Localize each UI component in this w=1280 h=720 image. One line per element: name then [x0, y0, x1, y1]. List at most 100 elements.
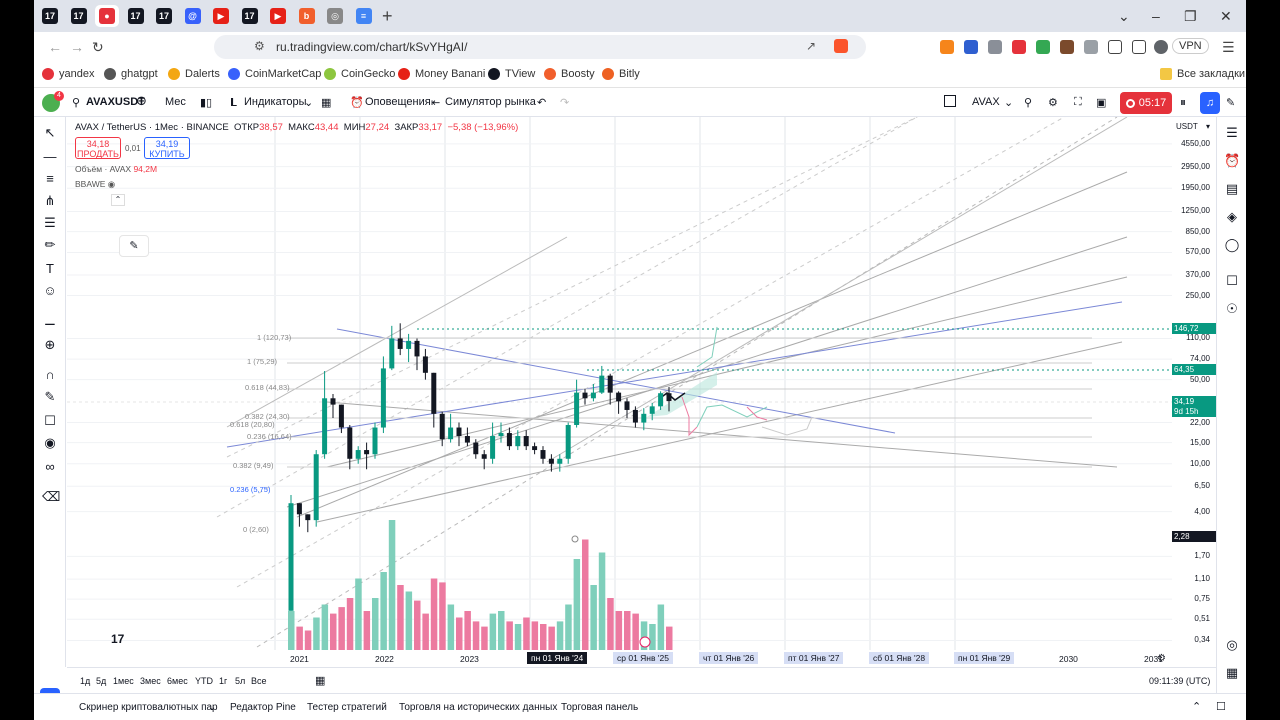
layouts-icon[interactable]: ▦	[321, 97, 332, 109]
bookmark-dalerts[interactable]: Dalerts	[168, 68, 220, 80]
link-icon[interactable]: ∞	[45, 459, 55, 474]
channel-icon[interactable]: ≡	[46, 171, 54, 186]
currency-label[interactable]: USDT	[1176, 122, 1198, 131]
clock[interactable]: 09:11:39 (UTC)	[1149, 676, 1211, 686]
browser-tab[interactable]: ●	[95, 5, 119, 27]
layout-toggle-icon[interactable]	[944, 95, 956, 107]
browser-tab[interactable]: 17	[238, 5, 262, 27]
compare-add-icon[interactable]: ⊕	[136, 93, 147, 108]
range-button[interactable]: 1д	[80, 676, 91, 686]
browser-tab[interactable]: ▶	[209, 5, 233, 27]
maximize-panel-icon[interactable]: ⌃	[1192, 701, 1202, 713]
browser-tab[interactable]: 17	[38, 5, 62, 27]
range-button[interactable]: 1мес	[113, 676, 134, 686]
site-settings-icon[interactable]: ⚙	[254, 39, 265, 53]
details-icon[interactable]: ▤	[1225, 181, 1239, 196]
minimize-button[interactable]: –	[1152, 8, 1160, 24]
volume-legend[interactable]: Объём · AVAX 94,2M	[75, 164, 157, 174]
compare-chevron-icon[interactable]: ⌄	[1004, 97, 1014, 109]
browser-tab[interactable]: 17	[124, 5, 148, 27]
close-window-button[interactable]: ✕	[1220, 8, 1232, 24]
bookmark-boosty[interactable]: Boosty	[544, 68, 595, 80]
panel-tab[interactable]: Тестер стратегий	[307, 702, 387, 713]
collapse-legend-icon[interactable]: ⌃	[111, 194, 125, 206]
sell-button[interactable]: 34,18 ПРОДАТЬ	[75, 137, 121, 159]
fib-icon[interactable]: ☰	[44, 215, 56, 230]
range-button[interactable]: 5л	[235, 676, 246, 686]
buy-button[interactable]: 34,19 КУПИТЬ	[144, 137, 190, 159]
indicators-icon[interactable]: 𝗟	[230, 97, 238, 109]
fullscreen-icon[interactable]: ⛶	[1074, 96, 1082, 108]
all-bookmarks-folder[interactable]: Все закладки	[1160, 68, 1245, 80]
back-icon[interactable]: ←	[48, 39, 62, 55]
recording-indicator[interactable]: 05:17	[1120, 92, 1172, 114]
wallet-icon[interactable]	[1132, 40, 1146, 54]
time-axis[interactable]: 2021 2022 2023 пн 01 Янв '24 ср 01 Янв '25 чт…	[67, 650, 1172, 667]
bookmark-tview[interactable]: TView	[488, 68, 535, 80]
podcast-icon[interactable]: ☉	[1226, 301, 1238, 316]
symbol-search-icon[interactable]: ⚲	[72, 97, 81, 109]
compare-symbol[interactable]: AVAX	[972, 96, 1000, 108]
bookmark-coinmarketcap[interactable]: CoinMarketCap	[228, 68, 321, 80]
extensions-puzzle-icon[interactable]	[1084, 40, 1098, 54]
trend-line-icon[interactable]: ―	[43, 149, 57, 164]
draw-pen-icon[interactable]: ✎	[1226, 97, 1236, 109]
brush-icon[interactable]: ✏	[44, 237, 56, 252]
brave-shield-icon[interactable]	[834, 39, 848, 53]
chart-type-icon[interactable]: ▮▯	[200, 97, 213, 109]
currency-chevron-icon[interactable]: ▾	[1206, 122, 1211, 131]
browser-tab[interactable]: 17	[152, 5, 176, 27]
leo-ai-icon[interactable]	[1154, 40, 1168, 54]
pitchfork-icon[interactable]: ⋔	[44, 193, 56, 208]
bbawe-legend[interactable]: BBAWE ◉	[75, 179, 115, 190]
maximize-button[interactable]: ❐	[1184, 8, 1197, 24]
range-button[interactable]: Все	[251, 676, 267, 686]
pause-icon[interactable]: ⏸	[1180, 95, 1187, 109]
browser-tab[interactable]: @	[181, 5, 205, 27]
extension-icon[interactable]	[964, 40, 978, 54]
replay-icon[interactable]: ⇤	[431, 97, 441, 109]
panel-tab[interactable]: Скринер криптовалютных пар	[79, 702, 218, 713]
settings-gear-icon[interactable]: ⚙	[1048, 97, 1058, 109]
price-axis[interactable]: USDT ▾ 4550,00 2950,00 1950,00 1250,00 850,0…	[1172, 117, 1216, 667]
range-button[interactable]: YTD	[195, 676, 213, 686]
share-icon[interactable]: ↗	[806, 39, 817, 53]
pocket-icon[interactable]	[1012, 40, 1026, 54]
stay-drawing-icon[interactable]: ✎	[44, 389, 56, 404]
target-icon[interactable]: ◎	[1226, 637, 1238, 652]
text-tool-icon[interactable]: T	[46, 261, 54, 276]
chat-icon[interactable]: ☐	[1226, 273, 1238, 288]
axis-settings-icon[interactable]: ⚙	[1157, 653, 1166, 664]
calendar-icon[interactable]: ▦	[1225, 665, 1239, 680]
range-button[interactable]: 5д	[96, 676, 107, 686]
browser-tab[interactable]: ▶	[266, 5, 290, 27]
extension-avatar-icon[interactable]	[1060, 40, 1074, 54]
lock-icon[interactable]: ☐	[44, 413, 56, 428]
chevron-down-icon[interactable]: ⌄	[208, 702, 217, 713]
panel-tab[interactable]: Торговая панель	[561, 702, 639, 713]
ruler-icon[interactable]: ⚊	[44, 313, 56, 328]
browser-tab[interactable]: 17	[67, 5, 91, 27]
range-button[interactable]: 1г	[219, 676, 228, 686]
trash-icon[interactable]: ⌫	[42, 489, 61, 504]
metamask-icon[interactable]	[940, 40, 954, 54]
symbol-button[interactable]: AVAXUSDT	[86, 96, 145, 108]
bookmark-coingecko[interactable]: CoinGecko	[324, 68, 395, 80]
browser-tab[interactable]: ◎	[323, 5, 347, 27]
browser-tab[interactable]: b	[295, 5, 319, 27]
browser-tab[interactable]: ≡	[352, 5, 376, 27]
address-bar[interactable]: ⚙ ru.tradingview.com/chart/kSvYHgAI/ ↗	[214, 35, 866, 59]
forward-icon[interactable]: →	[70, 39, 84, 55]
cursor-icon[interactable]: ↖	[44, 125, 56, 140]
vpn-button[interactable]: VPN	[1172, 38, 1209, 54]
undo-icon[interactable]: ↶	[537, 97, 547, 109]
layers-icon[interactable]: ◈	[1227, 209, 1237, 224]
floating-draw-icon[interactable]: ✎	[119, 235, 149, 257]
sidebar-icon[interactable]	[1108, 40, 1122, 54]
watchlist-icon[interactable]: ☰	[1226, 125, 1238, 140]
camera-icon[interactable]: ▣	[1096, 97, 1107, 109]
zoom-icon[interactable]: ⊕	[44, 337, 56, 352]
bookmark-bitly[interactable]: Bitly	[602, 68, 640, 80]
interval-button[interactable]: Мес	[165, 96, 186, 108]
indicators-button[interactable]: Индикаторы	[244, 96, 307, 108]
